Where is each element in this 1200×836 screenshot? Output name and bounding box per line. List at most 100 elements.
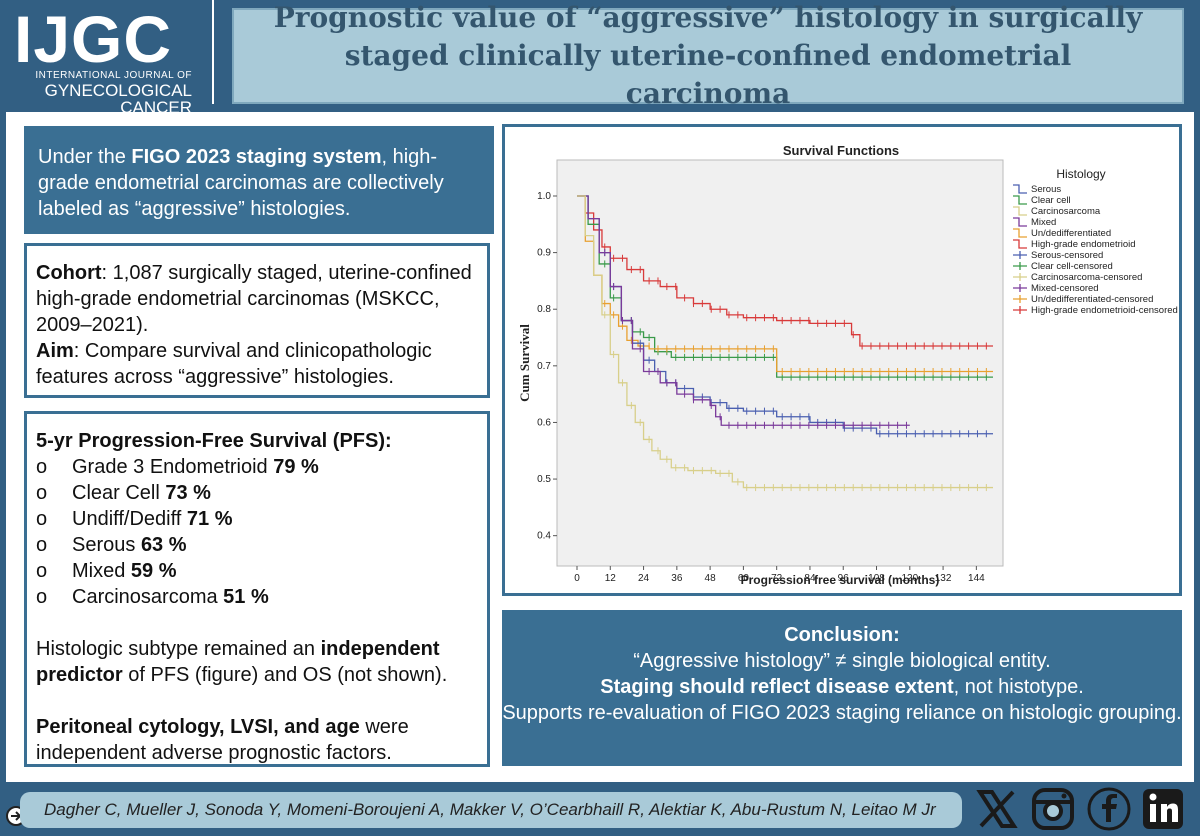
linkedin-icon[interactable] <box>1140 786 1186 832</box>
x-tick-label: 48 <box>705 573 717 584</box>
pfs-item-name: Undiff/Dediff <box>72 508 187 530</box>
logo-wordmark: IJGC <box>14 2 173 76</box>
conclusion-line-1: “Aggressive histology” ≠ single biologic… <box>633 650 1051 672</box>
intro-box: Under the FIGO 2023 staging system, high… <box>24 126 494 234</box>
series-line <box>577 195 993 347</box>
pfs-item-value: 79 % <box>273 456 319 478</box>
authors-bar: Dagher C, Mueller J, Sonoda Y, Momeni-Bo… <box>20 792 962 828</box>
legend-label: Serous-censored <box>1031 250 1103 261</box>
y-tick-label: 0.7 <box>537 361 551 372</box>
pfs-item-name: Serous <box>72 534 141 556</box>
x-tick-label: 60 <box>738 573 750 584</box>
x-tick-label: 12 <box>605 573 617 584</box>
x-tick-label: 96 <box>838 573 850 584</box>
legend-label: High-grade endometrioid <box>1031 239 1136 250</box>
pfs-item-value: 59 % <box>130 560 177 582</box>
factors-paragraph: Peritoneal cytology, LVSI, and age were … <box>36 714 477 766</box>
list-item: o Grade 3 Endometrioid 79 % <box>36 454 477 480</box>
conclusion-line-2: Staging should reflect disease extent, n… <box>502 674 1182 700</box>
intro-text-bold: FIGO 2023 staging system <box>131 146 382 168</box>
bullet-icon: o <box>36 586 48 608</box>
x-tick-label: 0 <box>574 573 580 584</box>
aim-label: Aim <box>36 340 74 362</box>
y-tick-label: 0.5 <box>537 474 551 485</box>
x-tick-label: 24 <box>638 573 650 584</box>
x-tick-label: 36 <box>671 573 683 584</box>
bullet-icon: o <box>36 456 48 478</box>
intro-text-2: , high-grade endometrial carcinomas are … <box>38 146 444 220</box>
legend-label: Carcinosarcoma-censored <box>1031 272 1142 283</box>
legend-title: Histology <box>1056 167 1105 181</box>
journal-logo: IJGC INTERNATIONAL JOURNAL OF GYNECOLOGI… <box>14 2 204 116</box>
y-tick-label: 0.6 <box>537 417 551 428</box>
pfs-list: o Grade 3 Endometrioid 79 % o Clear Cell 7… <box>36 454 477 610</box>
predictor-text-2: of PFS (figure) and OS (not shown). <box>122 664 448 686</box>
pfs-item-value: 73 % <box>165 482 211 504</box>
plot-area <box>556 159 1004 567</box>
legend-swatch <box>1013 239 1027 249</box>
chart-box: Survival Functions Progression free surv… <box>502 124 1182 596</box>
y-tick-label: 0.9 <box>537 248 551 259</box>
legend-swatch <box>1013 306 1027 314</box>
predictor-text-bold: independent predictor <box>36 638 440 686</box>
list-item: o Clear Cell 73 % <box>36 480 477 506</box>
bullet-icon: o <box>36 508 48 530</box>
bullet-icon: o <box>36 534 48 556</box>
pfs-item-value: 71 % <box>186 508 233 530</box>
logo-line-2: GYNECOLOGICAL <box>44 81 192 100</box>
legend-swatch <box>1013 184 1027 194</box>
legend-label: Un/dedifferentiated-censored <box>1031 294 1153 305</box>
header-divider <box>212 0 214 104</box>
predictor-text-1: Histologic subtype remained an <box>36 638 321 660</box>
legend-label: Clear cell-censored <box>1031 261 1113 272</box>
authors-text: Dagher C, Mueller J, Sonoda Y, Momeni-Bo… <box>44 800 936 819</box>
legend-swatch <box>1013 228 1027 238</box>
survival-chart: Survival Functions Progression free surv… <box>517 143 1178 587</box>
title-banner: Prognostic value of “aggressive” histolo… <box>232 1 1184 110</box>
pfs-box: 5-yr Progression-Free Survival (PFS): o G… <box>24 411 490 767</box>
series-line <box>577 195 910 426</box>
pfs-item-name: Mixed <box>72 560 131 582</box>
legend-swatch <box>1013 251 1027 259</box>
conclusion-box: Conclusion: “Aggressive histology” ≠ sin… <box>502 610 1182 766</box>
legend-label: Mixed-censored <box>1031 283 1099 294</box>
logo-line-1: INTERNATIONAL JOURNAL OF <box>35 70 192 81</box>
logo-line-3: CANCER <box>120 98 192 117</box>
list-item: o Undiff/Dediff 71 % <box>36 506 477 532</box>
x-tick-label: 72 <box>771 573 783 584</box>
legend-swatch <box>1013 206 1027 216</box>
conclusion-heading: Conclusion: <box>502 622 1182 648</box>
x-tick-label: 144 <box>968 573 985 584</box>
pfs-heading: 5-yr Progression-Free Survival (PFS): <box>36 428 477 454</box>
x-axis-label: Progression free survival (months) <box>741 573 940 587</box>
cohort-label: Cohort <box>36 262 102 284</box>
conclusion-line-3: Supports re-evaluation of FIGO 2023 stag… <box>502 702 1182 724</box>
factors-text-bold: Peritoneal cytology, LVSI, and age <box>36 716 360 738</box>
bullet-icon: o <box>36 560 48 582</box>
x-tick-label: 108 <box>868 573 885 584</box>
legend-swatch <box>1013 273 1027 281</box>
conclusion-line-2-rest: , not histotype. <box>953 676 1084 698</box>
x-icon[interactable] <box>974 786 1020 832</box>
cohort-paragraph: Cohort: 1,087 surgically staged, uterine… <box>36 260 477 338</box>
facebook-icon[interactable] <box>1086 786 1132 832</box>
aim-text: : Compare survival and clinicopathologic… <box>36 340 432 388</box>
cohort-text: : 1,087 surgically staged, uterine-confi… <box>36 262 472 336</box>
instagram-icon[interactable] <box>1030 786 1076 832</box>
legend-label: Clear cell <box>1031 195 1071 206</box>
x-tick-label: 132 <box>935 573 952 584</box>
y-axis-label: Cum Survival <box>517 324 532 402</box>
cohort-box: Cohort: 1,087 surgically staged, uterine… <box>24 243 490 398</box>
legend-swatch <box>1013 217 1027 227</box>
bullet-icon: o <box>36 482 48 504</box>
list-item: o Serous 63 % <box>36 532 477 558</box>
x-tick-label: 84 <box>804 573 816 584</box>
legend-label: High-grade endometrioid-censored <box>1031 305 1178 316</box>
y-tick-label: 0.4 <box>537 531 551 542</box>
conclusion-heading-text: Conclusion: <box>784 624 900 646</box>
pfs-heading-text: 5-yr Progression-Free Survival (PFS): <box>36 430 392 452</box>
aim-paragraph: Aim: Compare survival and clinicopatholo… <box>36 338 477 390</box>
list-item: o Mixed 59 % <box>36 558 477 584</box>
page-title: Prognostic value of “aggressive” histolo… <box>273 1 1143 110</box>
pfs-item-value: 63 % <box>140 534 187 556</box>
